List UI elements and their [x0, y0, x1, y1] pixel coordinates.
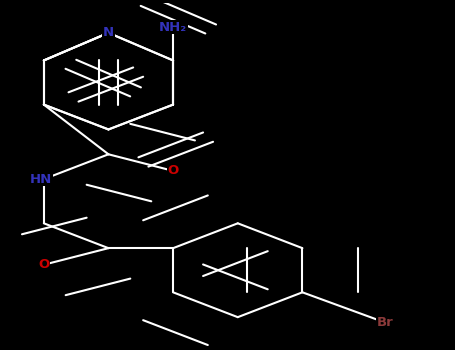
- Text: HN: HN: [30, 173, 52, 186]
- Text: NH₂: NH₂: [159, 21, 187, 34]
- Text: Br: Br: [377, 316, 394, 329]
- Text: O: O: [38, 258, 50, 271]
- Text: O: O: [167, 164, 179, 177]
- Text: N: N: [103, 26, 114, 39]
